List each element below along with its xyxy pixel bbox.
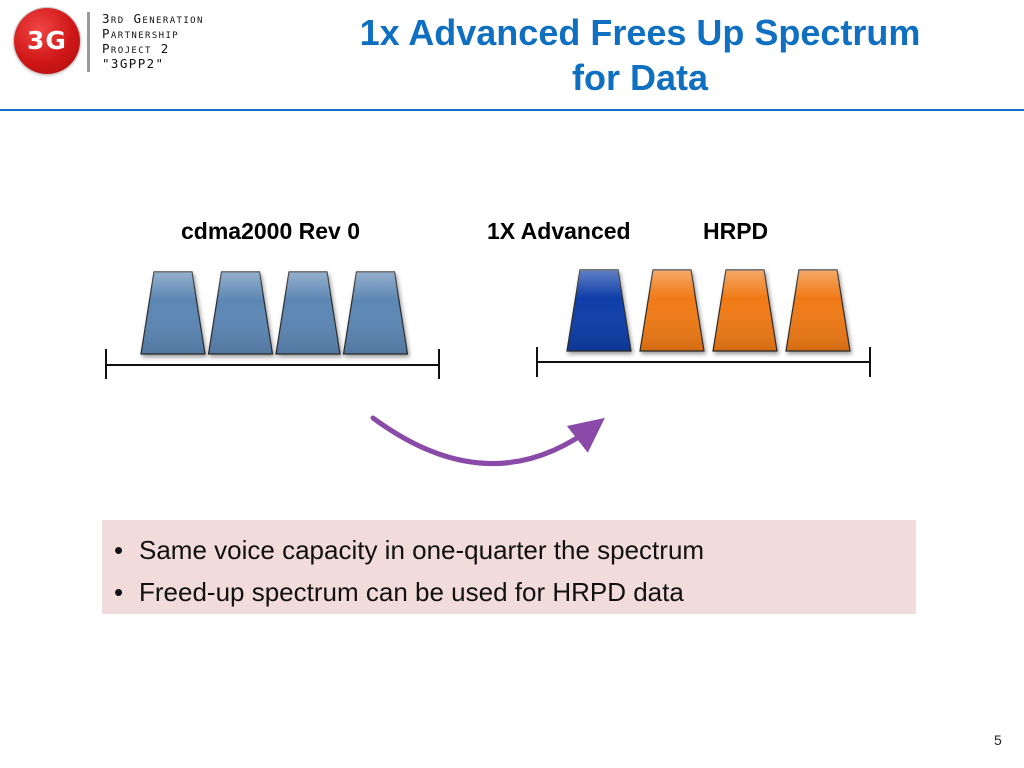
logo-text: 3rd Generation Partnership Project 2 "3G… <box>102 11 204 71</box>
logo-circle <box>14 8 80 74</box>
bullet-symbol: • <box>114 577 124 607</box>
hrpd-carrier-highlight <box>786 270 850 351</box>
slide-title-line-2: for Data <box>571 57 709 98</box>
logo-divider <box>87 12 90 72</box>
bullet-text-2: Freed-up spectrum can be used for HRPD d… <box>139 577 684 607</box>
hrpd-carrier-highlight <box>640 270 704 351</box>
bullet-box: • Same voice capacity in one-quarter the … <box>102 520 916 614</box>
cdma2000-carrier-highlight <box>208 272 273 354</box>
logo-line-1: 3rd Generation <box>102 11 204 26</box>
cdma2000-carrier-highlight <box>276 272 340 354</box>
right-spectrum-bracket <box>536 347 871 377</box>
migration-arrow <box>370 415 605 467</box>
left-carrier-group <box>140 271 409 355</box>
label-1x-advanced: 1X Advanced <box>487 218 631 244</box>
label-cdma2000-rev0: cdma2000 Rev 0 <box>181 218 361 244</box>
bullet-symbol: • <box>114 535 124 565</box>
right-carrier-group <box>566 269 851 352</box>
bullet-item: • Freed-up spectrum can be used for HRPD … <box>114 571 916 613</box>
logo-mark: 3G <box>27 26 67 55</box>
cdma2000-carrier-highlight <box>141 272 205 354</box>
bullet-text-1: Same voice capacity in one-quarter the s… <box>139 535 705 565</box>
1x-advanced-carrier-highlight <box>567 270 631 351</box>
title-rule <box>0 109 1024 111</box>
logo-line-4: "3GPP2" <box>102 56 165 71</box>
slide-title: 1x Advanced Frees Up Spectrum for Data <box>300 10 980 100</box>
cdma2000-carrier-highlight <box>343 272 408 354</box>
hrpd-carrier-highlight <box>713 270 777 351</box>
bullet-item: • Same voice capacity in one-quarter the … <box>114 529 916 571</box>
logo-line-3: Project 2 <box>102 41 170 56</box>
label-hrpd: HRPD <box>703 218 769 244</box>
logo-line-2: Partnership <box>102 26 180 41</box>
slide-title-line-1: 1x Advanced Frees Up Spectrum <box>359 12 921 53</box>
left-spectrum-bracket <box>105 349 440 379</box>
3gpp2-logo: 3G 3rd Generation Partnership Project 2 … <box>14 8 244 76</box>
page-number: 5 <box>994 732 1002 748</box>
